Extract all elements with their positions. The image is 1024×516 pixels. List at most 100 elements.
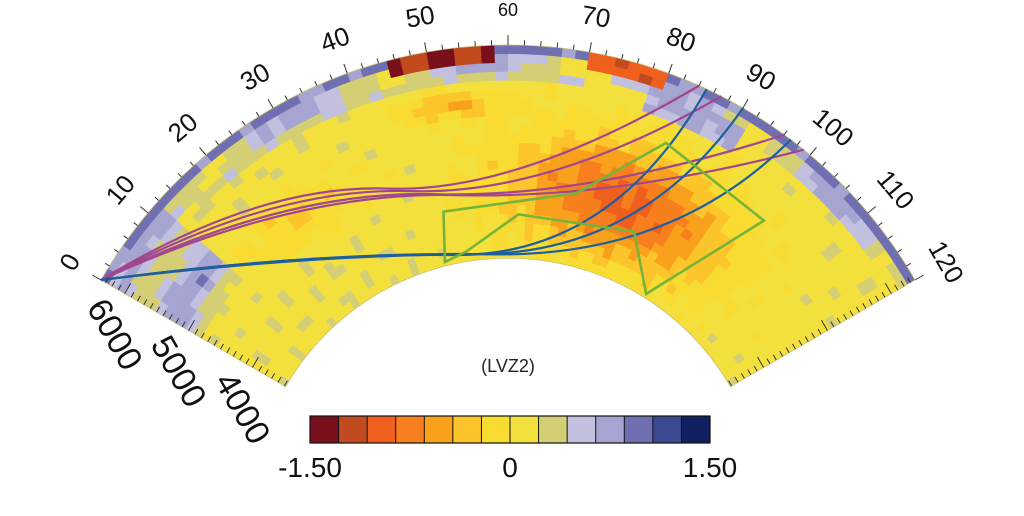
anomaly-cell (406, 134, 421, 147)
anomaly-cell (462, 125, 476, 137)
anomaly-cell (563, 128, 577, 140)
anomaly-cell (151, 254, 167, 271)
radius-tick (740, 373, 745, 379)
anomaly-cell (393, 83, 409, 96)
anomaly-cell (530, 116, 544, 127)
anomaly-cell (404, 126, 419, 139)
anomaly-cell (508, 115, 520, 126)
anomaly-cell (152, 270, 167, 287)
angle-tick (556, 42, 559, 48)
anomaly-cell (820, 291, 835, 306)
radius-tick (900, 280, 905, 287)
anomaly-cell (300, 96, 318, 111)
radius-tick (245, 358, 250, 365)
anomaly-cell (368, 233, 381, 246)
anomaly-cell (174, 285, 189, 301)
lvz2-outline (442, 141, 767, 296)
anomaly-cell (877, 281, 893, 299)
anomaly-cell (691, 112, 708, 127)
anomaly-cell (303, 197, 318, 212)
anomaly-cell (862, 228, 879, 246)
anomaly-cell (268, 144, 285, 160)
colorbar-swatch (395, 416, 425, 443)
anomaly-cell (871, 255, 887, 272)
anomaly-cell (281, 116, 298, 132)
anomaly-cell (173, 270, 189, 287)
anomaly-cell (785, 247, 800, 262)
anomaly-cell (594, 245, 606, 258)
anomaly-cell (230, 244, 246, 260)
radius-tick (175, 317, 180, 324)
anomaly-cell (429, 221, 441, 233)
anomaly-cell (217, 302, 231, 317)
anomaly-cell (457, 171, 470, 182)
anomaly-cell (738, 107, 756, 123)
anomaly-cell (464, 143, 477, 155)
anomaly-cell (393, 166, 407, 179)
anomaly-cell (301, 126, 318, 141)
anomaly-cell (821, 194, 838, 212)
anomaly-cell (254, 187, 271, 203)
anomaly-cell (824, 314, 839, 330)
radius-tick (884, 283, 892, 294)
anomaly-cell (885, 277, 901, 294)
anomaly-cell (216, 137, 233, 154)
anomaly-cell (228, 173, 245, 189)
anomaly-cell (393, 223, 406, 236)
anomaly-cell (599, 62, 615, 76)
anomaly-cell (827, 285, 842, 301)
anomaly-cell (808, 170, 826, 187)
anomaly-cell (788, 152, 806, 169)
anomaly-cell (533, 71, 548, 83)
anomaly-cell (534, 45, 550, 56)
anomaly-cell (169, 204, 186, 221)
anomaly-cell (461, 197, 473, 209)
anomaly-cell (813, 281, 829, 297)
anomaly-cell (508, 97, 521, 108)
colorbar-swatch (338, 416, 368, 443)
anomaly-cell (779, 203, 795, 219)
anomaly-cell (805, 243, 822, 259)
anomaly-cell (608, 83, 624, 96)
anomaly-cell (222, 252, 238, 268)
anomaly-cell (687, 120, 704, 135)
anomaly-cell (818, 179, 835, 196)
anomaly-cell (508, 151, 519, 161)
anomaly-cell (448, 109, 463, 121)
anomaly-cell (581, 260, 592, 272)
anomaly-cell (743, 243, 758, 258)
angle-tick (154, 196, 160, 201)
colorbar-swatch (452, 416, 482, 443)
anomaly-cell (147, 201, 164, 219)
angle-tick (713, 87, 717, 93)
anomaly-cell (541, 117, 555, 128)
anomaly-cell (312, 171, 328, 185)
anomaly-cell (714, 230, 729, 245)
anomaly-cell (571, 238, 582, 250)
anomaly-cell (861, 212, 878, 230)
anomaly-cell (792, 297, 807, 312)
anomaly-cell (458, 234, 469, 245)
anomaly-cell (521, 45, 536, 55)
anomaly-cell (188, 281, 203, 297)
anomaly-cell (474, 133, 487, 145)
anomaly-cell (473, 125, 487, 136)
anomaly-cell (616, 254, 629, 267)
anomaly-cell (218, 181, 235, 198)
radius-label-5000: 5000 (143, 329, 214, 414)
anomaly-cell (750, 114, 767, 130)
anomaly-cell (437, 110, 451, 123)
anomaly-cell (767, 158, 784, 175)
anomaly-cell (599, 117, 615, 130)
anomaly-cell (725, 130, 742, 146)
anomaly-cell (413, 225, 425, 238)
anomaly-cell (131, 286, 146, 303)
anomaly-cell (388, 65, 405, 79)
angle-tick (228, 130, 233, 136)
anomaly-cell (734, 115, 751, 131)
anomaly-cell (694, 184, 709, 199)
anomaly-cell (425, 204, 437, 216)
anomaly-cell (211, 152, 228, 169)
anomaly-cell (599, 228, 612, 241)
anomaly-cell (620, 198, 633, 211)
